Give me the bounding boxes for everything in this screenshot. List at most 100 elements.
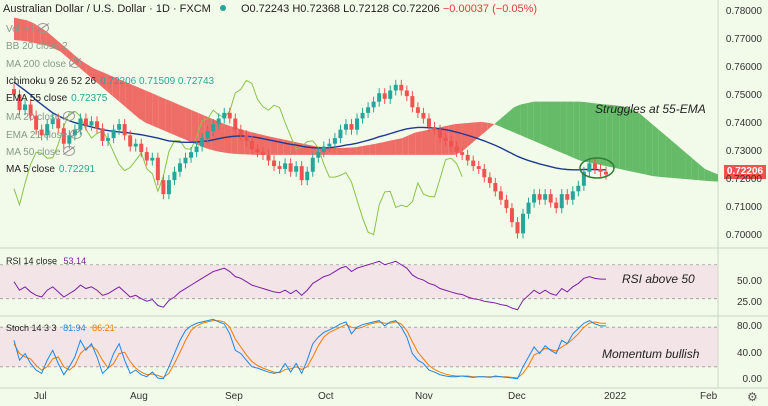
stoch-k-value: 81.94 [63, 323, 86, 333]
candle-body [449, 140, 454, 147]
indicator-value: 0.72291 [58, 163, 96, 175]
ichimoku-cloud-segment [467, 122, 475, 147]
ichimoku-cloud-segment [487, 122, 495, 130]
stoch-band [0, 327, 718, 367]
market-status-icon [219, 5, 226, 11]
candle-body [34, 115, 39, 130]
last-price-tag: 0.72206 [724, 165, 766, 179]
hidden-eye-icon[interactable] [63, 111, 76, 121]
price-tick-label: 0.75000 [725, 90, 762, 102]
candle-body [543, 194, 548, 200]
candle-body [122, 124, 127, 136]
indicator-label: EMA 21 close [6, 129, 68, 141]
candle-body [238, 129, 243, 136]
ichimoku-cloud-segment [527, 101, 534, 141]
ichimoku-cloud-segment [382, 140, 390, 155]
indicator-legend-row[interactable]: MA 5 close 0.72291 [6, 164, 95, 176]
ichimoku-cloud-segment [461, 122, 468, 153]
ichimoku-cloud-segment [158, 96, 166, 132]
ohlc-values: O0.72243 H0.72368 L0.72128 C0.72206 −0.0… [241, 3, 537, 15]
candle-body [23, 104, 28, 111]
candle-body [415, 107, 420, 113]
ichimoku-cloud-segment [99, 70, 107, 91]
candle-body [521, 213, 526, 234]
hidden-eye-icon[interactable] [70, 128, 83, 139]
ichimoku-cloud-segment [375, 142, 383, 155]
candle-body [133, 143, 138, 147]
candle-body [537, 194, 542, 200]
symbol-header: Australian Dollar / U.S. Dollar · 1D · F… [3, 3, 537, 15]
ichimoku-cloud-segment [92, 68, 100, 85]
candle-body [321, 146, 326, 153]
ichimoku-cloud-segment [165, 98, 172, 134]
candle-body [100, 128, 105, 141]
rsi-label: RSI 14 close [6, 256, 58, 266]
time-tick-label: Nov [415, 391, 433, 402]
indicator-label: Ichimoku 9 26 52 26 [6, 75, 97, 87]
ichimoku-cloud-segment [362, 144, 370, 155]
candle-body [166, 180, 171, 195]
candle-body [277, 166, 282, 169]
indicator-legend-row[interactable]: MA 50 close [6, 146, 76, 159]
candle-body [283, 163, 288, 169]
time-tick-label: Jul [34, 391, 47, 402]
ichimoku-cloud-segment [119, 79, 126, 108]
indicator-label: MA 200 close [6, 59, 67, 71]
ichimoku-cloud-segment [652, 124, 659, 177]
ichimoku-cloud-segment [678, 146, 686, 180]
candle-body [294, 166, 299, 172]
hidden-eye-icon[interactable] [63, 146, 76, 157]
candle-body [83, 118, 88, 126]
candle-body [316, 152, 321, 158]
ichimoku-cloud-segment [46, 31, 54, 49]
candle-body [598, 168, 603, 172]
indicator-legend-row[interactable]: MA 20 close [6, 111, 76, 124]
candle-body [504, 199, 509, 209]
candle-body [438, 129, 443, 139]
candle-body [421, 112, 426, 119]
indicator-legend-row[interactable]: Vol 50 [6, 23, 49, 36]
candle-body [371, 101, 376, 108]
indicator-legend-row[interactable]: MA 200 close [6, 58, 82, 71]
candle-body [576, 185, 581, 192]
candle-body [498, 191, 503, 200]
ichimoku-cloud-segment [27, 20, 34, 43]
settings-gear-icon[interactable]: ⚙ [747, 390, 758, 404]
symbol-title[interactable]: Australian Dollar / U.S. Dollar · 1D · F… [3, 3, 211, 15]
indicator-legend-row[interactable]: Ichimoku 9 26 52 26 0.72206 0.71509 0.727… [6, 76, 214, 88]
ichimoku-cloud-segment [349, 147, 357, 155]
candle-body [172, 171, 177, 181]
candle-body [410, 96, 415, 108]
candle-body [150, 157, 155, 161]
candle-body [377, 93, 382, 102]
candle-body [360, 112, 365, 119]
candle-body [56, 118, 61, 129]
hidden-eye-icon[interactable] [36, 23, 49, 33]
ichimoku-cloud-segment [171, 101, 179, 137]
ichimoku-cloud-segment [612, 105, 620, 169]
ichimoku-cloud-segment [14, 17, 21, 41]
ichimoku-cloud-segment [592, 103, 600, 165]
hidden-eye-icon[interactable] [69, 58, 82, 69]
candle-body [404, 90, 409, 97]
indicator-value: 0.72206 0.71509 0.72743 [100, 75, 215, 87]
rsi-line [13, 260, 606, 311]
candle-body [465, 154, 470, 161]
time-tick-label: Feb [700, 391, 718, 402]
indicator-legend-row[interactable]: BB 20 close 2 [6, 41, 68, 53]
ichimoku-cloud-segment [79, 59, 87, 74]
ohlc-high: H0.72368 [292, 3, 341, 15]
candle-body [565, 194, 570, 200]
indicator-legend-row[interactable]: EMA 21 close [6, 128, 83, 142]
candle-body [559, 194, 564, 209]
candle-body [45, 124, 50, 136]
indicator-label: BB 20 close 2 [6, 40, 68, 52]
candle-body [366, 107, 371, 113]
indicator-legend-row[interactable]: EMA 55 close 0.72375 [6, 93, 107, 105]
indicator-label: MA 5 close [6, 163, 55, 175]
candle-body [194, 146, 199, 153]
ichimoku-cloud-segment [546, 101, 554, 150]
ichimoku-cloud-segment [112, 76, 120, 102]
annotation-rsi: RSI above 50 [622, 272, 695, 286]
